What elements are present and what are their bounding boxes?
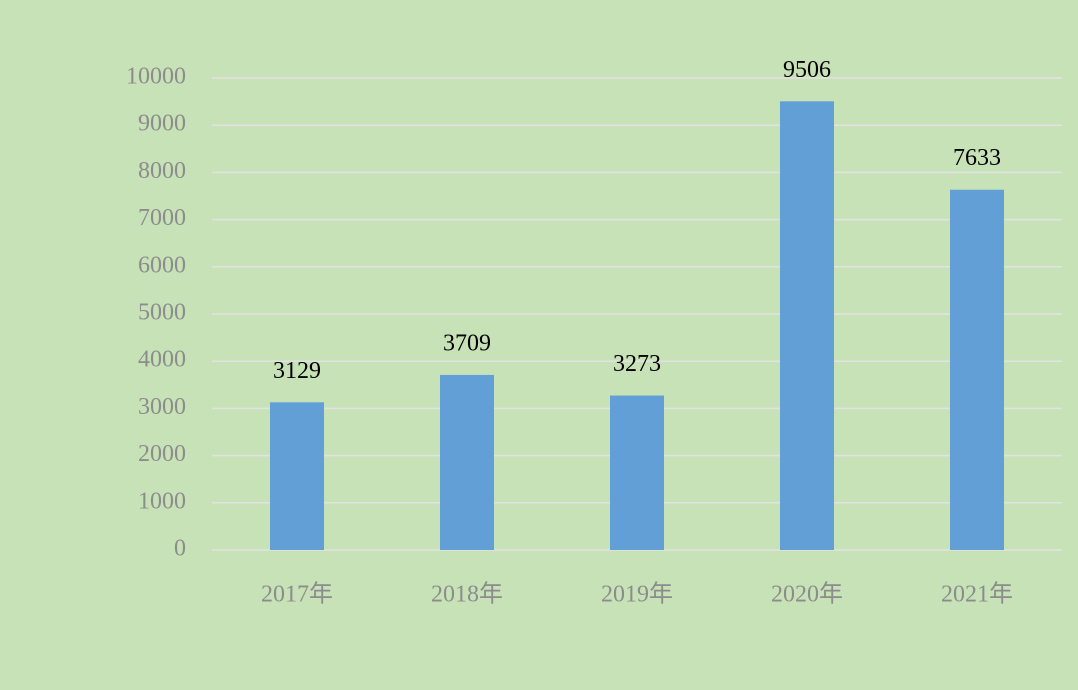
x-tick-label: 2019年 xyxy=(601,581,673,608)
x-tick-label: 2021年 xyxy=(941,581,1013,608)
data-label: 3709 xyxy=(443,330,491,356)
y-tick-label: 9000 xyxy=(138,111,186,137)
bar xyxy=(610,395,664,550)
y-tick-label: 0 xyxy=(174,536,186,562)
y-tick-label: 3000 xyxy=(138,394,186,420)
data-label: 3129 xyxy=(273,358,321,384)
bar xyxy=(780,101,834,550)
y-tick-label: 5000 xyxy=(138,300,186,326)
x-tick-label: 2017年 xyxy=(261,581,333,608)
y-tick-label: 8000 xyxy=(138,158,186,184)
y-tick-label: 7000 xyxy=(138,205,186,231)
data-label: 9506 xyxy=(783,57,831,83)
x-tick-label: 2020年 xyxy=(771,581,843,608)
y-tick-label: 1000 xyxy=(138,488,186,514)
y-tick-label: 2000 xyxy=(138,441,186,467)
bar xyxy=(950,189,1004,550)
x-tick-label: 2018年 xyxy=(431,581,503,608)
y-tick-label: 10000 xyxy=(126,64,186,90)
data-label: 7633 xyxy=(953,145,1001,171)
bar xyxy=(440,374,494,550)
y-tick-label: 6000 xyxy=(138,252,186,278)
data-label: 3273 xyxy=(613,351,661,377)
y-tick-label: 4000 xyxy=(138,347,186,373)
bar xyxy=(270,402,324,550)
